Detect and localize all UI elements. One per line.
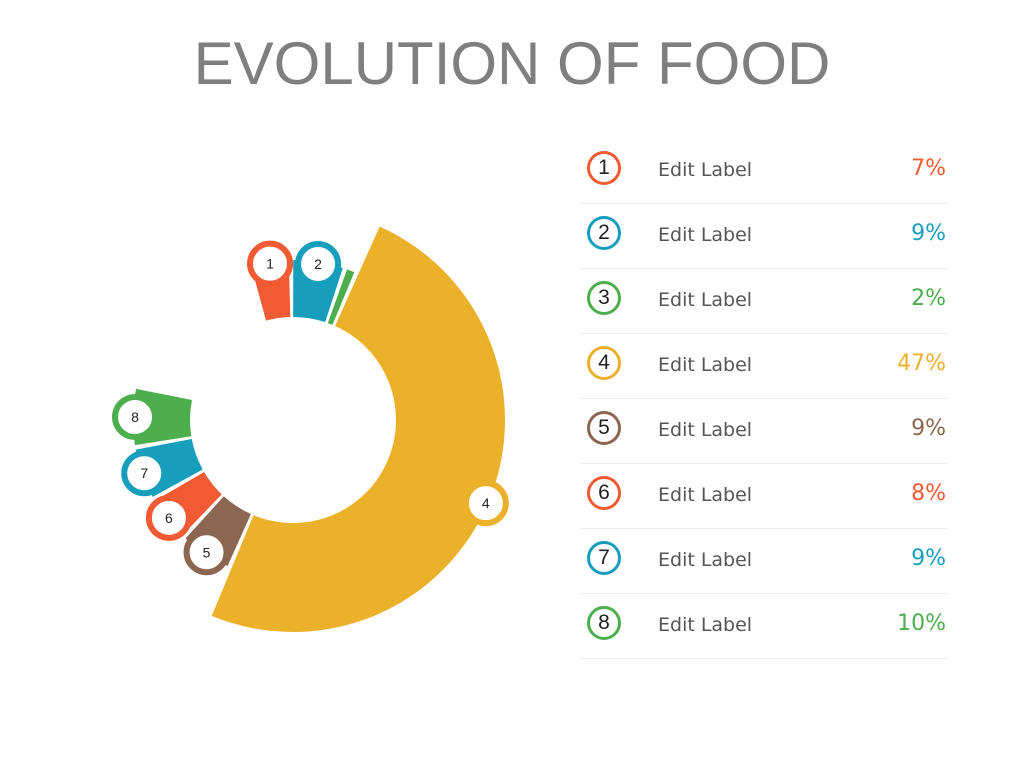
legend-value-2: 9% [911, 221, 946, 246]
legend-label-2: Edit Label [658, 224, 753, 246]
slice-badge-1: 1 [247, 240, 294, 287]
slice-badge-label-8: 8 [131, 409, 139, 425]
legend-label-4: Edit Label [658, 354, 753, 376]
slice-badge-5: 5 [183, 529, 230, 576]
slice-badge-label-2: 2 [314, 256, 322, 272]
legend-badge-1: 1 [587, 151, 621, 185]
legend-badge-4: 4 [587, 346, 621, 380]
page-title: EVOLUTION OF FOOD [193, 30, 831, 97]
legend-value-3: 2% [911, 286, 946, 311]
slice-badge-label-4: 4 [482, 495, 490, 511]
legend-badge-2: 2 [587, 216, 621, 250]
legend-item-5: 5 Edit Label 9% [580, 399, 948, 464]
legend-badge-7: 7 [587, 541, 621, 575]
badges-layer: 1 2 4 5 6 7 8 [112, 240, 509, 576]
donut-chart: 1 2 4 5 6 7 8 [112, 226, 509, 633]
slice-badge-label-6: 6 [165, 510, 173, 526]
slice-badge-7: 7 [121, 450, 168, 497]
legend-item-3: 3 Edit Label 2% [580, 269, 948, 334]
legend-label-8: Edit Label [658, 614, 753, 636]
legend-value-4: 47% [897, 351, 946, 376]
legend-label-3: Edit Label [658, 289, 753, 311]
legend-item-8: 8 Edit Label 10% [580, 594, 948, 659]
legend-item-2: 2 Edit Label 9% [580, 204, 948, 269]
slice-badge-8: 8 [112, 394, 159, 441]
legend-item-7: 7 Edit Label 9% [580, 529, 948, 594]
legend-label-1: Edit Label [658, 159, 753, 181]
slice-badge-label-5: 5 [203, 544, 211, 560]
legend-badge-3: 3 [587, 281, 621, 315]
legend-value-7: 9% [911, 546, 946, 571]
legend-label-5: Edit Label [658, 419, 753, 441]
legend-badge-6: 6 [587, 476, 621, 510]
slice-badge-label-7: 7 [140, 465, 148, 481]
legend-label-6: Edit Label [658, 484, 753, 506]
legend-item-1: 1 Edit Label 7% [580, 139, 948, 204]
slice-3 [327, 269, 355, 325]
legend-label-7: Edit Label [658, 549, 753, 571]
slice-badge-4: 4 [462, 480, 509, 527]
legend-value-8: 10% [897, 611, 946, 636]
slice-badge-label-1: 1 [266, 256, 274, 272]
slices-layer [133, 226, 506, 633]
legend-badge-5: 5 [587, 411, 621, 445]
legend-value-1: 7% [911, 156, 946, 181]
slice-4 [211, 226, 506, 633]
legend-value-5: 9% [911, 416, 946, 441]
legend: 1 Edit Label 7% 2 Edit Label 9% 3 Edit L… [580, 139, 948, 659]
legend-item-4: 4 Edit Label 47% [580, 334, 948, 399]
slice-badge-6: 6 [145, 494, 192, 541]
legend-item-6: 6 Edit Label 8% [580, 464, 948, 529]
legend-value-6: 8% [911, 481, 946, 506]
legend-badge-8: 8 [587, 606, 621, 640]
slice-badge-2: 2 [295, 241, 342, 288]
